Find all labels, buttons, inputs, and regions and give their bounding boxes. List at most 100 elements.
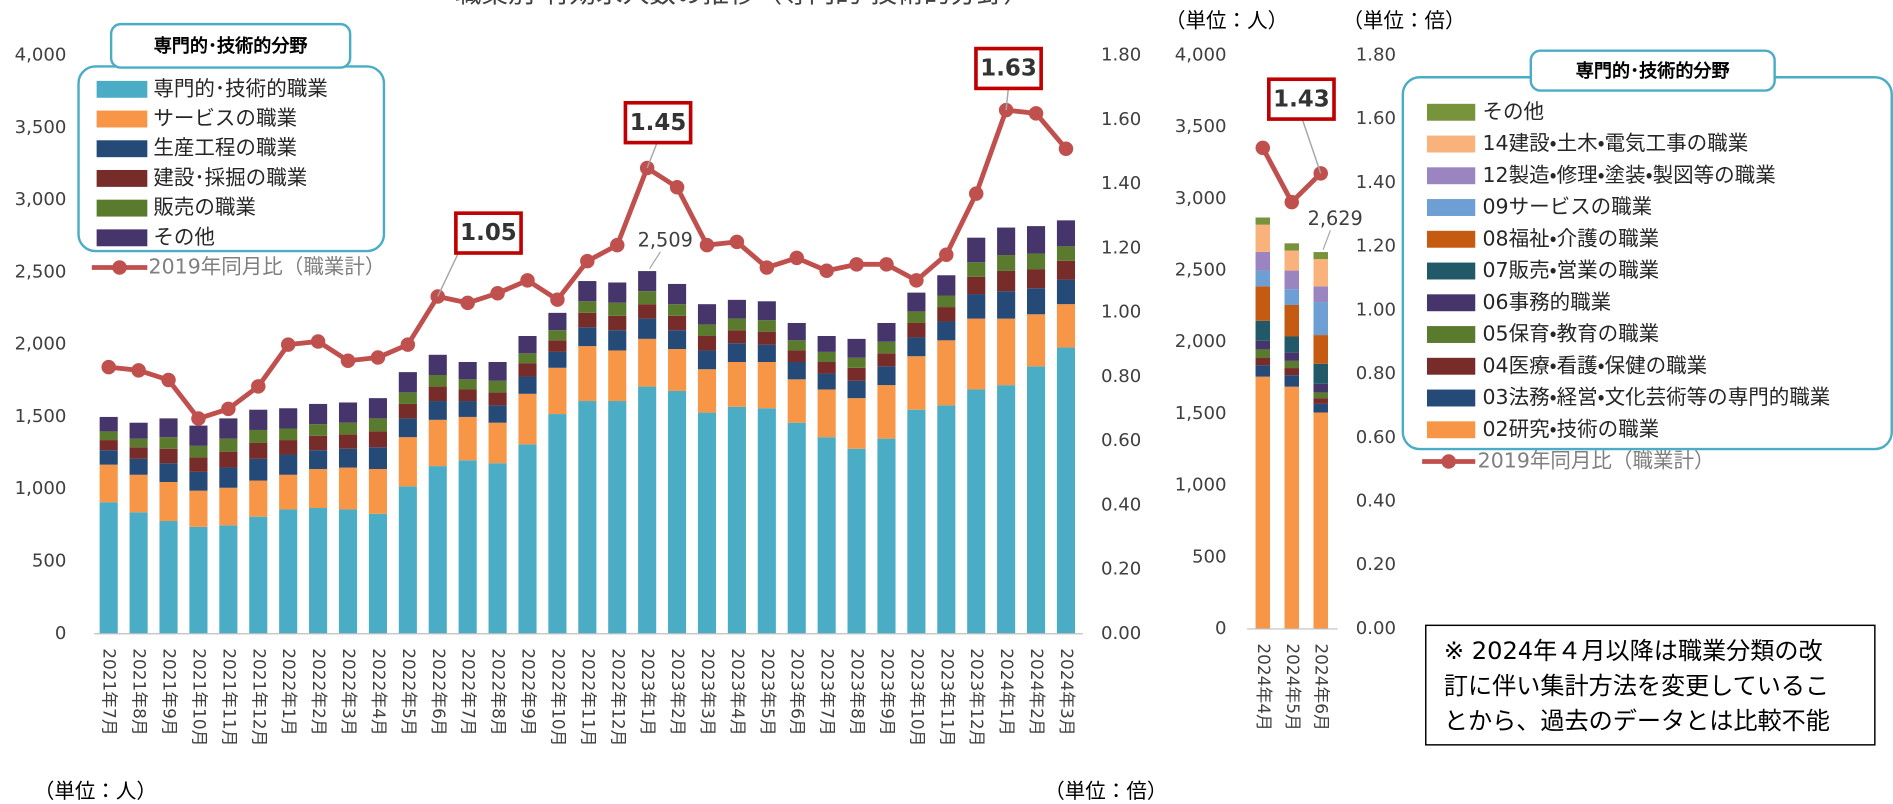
legend-swatch	[1426, 262, 1476, 280]
y2-tick-label: 0.20	[1356, 554, 1396, 575]
bar-segment	[578, 301, 597, 313]
bar-segment	[787, 322, 806, 341]
bar-segment	[548, 330, 567, 341]
bar-segment	[458, 362, 477, 380]
x-tick-label: 2021年10月	[189, 648, 209, 746]
bar-segment	[129, 447, 148, 459]
legend-swatch	[1426, 326, 1476, 343]
bar-segment	[1313, 259, 1328, 287]
bar-segment	[967, 237, 986, 263]
bar-segment	[428, 386, 447, 402]
chart-title: 職業別 有効求人数の推移（専門的・技術的分野）	[455, 0, 1030, 10]
x-tick-label: 2024年4月	[1254, 643, 1274, 731]
bar-segment	[1284, 336, 1300, 353]
bar-segment	[309, 424, 328, 436]
bar-segment	[727, 330, 746, 344]
bar-segment	[877, 385, 896, 439]
bar-segment	[847, 448, 866, 634]
bar-segment	[249, 429, 268, 443]
y-tick-label: 3,000	[1175, 188, 1227, 209]
bar-segment	[578, 346, 597, 402]
bar-segment	[847, 357, 866, 368]
bar-segment	[189, 445, 208, 458]
legend-marker	[1441, 454, 1456, 469]
x-tick-label: 2022年3月	[339, 648, 359, 736]
bar-segment	[249, 409, 268, 430]
y-tick-label: 2,500	[1175, 260, 1227, 281]
y2-tick-label: 0.80	[1101, 366, 1141, 387]
bar-segment	[787, 362, 806, 380]
legend-swatch	[96, 140, 148, 158]
line-point	[101, 359, 116, 375]
bar-segment	[458, 379, 477, 390]
y2-tick-label: 1.40	[1101, 173, 1141, 194]
bar-segment	[1026, 253, 1046, 270]
bar-segment	[428, 466, 447, 634]
bar-segment	[877, 353, 896, 367]
x-tick-label: 2023年10月	[907, 648, 927, 746]
bar-segment	[1056, 279, 1076, 305]
bar-segment	[817, 437, 836, 634]
bar-segment	[997, 270, 1016, 292]
line-point	[879, 257, 894, 272]
bar-segment	[1255, 376, 1271, 629]
x-tick-label: 2023年4月	[728, 648, 748, 736]
bar-segment	[1313, 286, 1328, 303]
bar-segment	[368, 447, 387, 469]
bar-segment	[967, 318, 986, 390]
bar-segment	[578, 281, 597, 302]
bar-segment	[668, 283, 687, 305]
callout-box	[454, 211, 523, 255]
bar-segment	[638, 271, 657, 292]
annotation-leader	[1322, 230, 1331, 250]
bar-segment	[488, 362, 507, 381]
bar-segment	[937, 307, 956, 322]
note-line: 訂に伴い集計方法を変更しているこ	[1444, 672, 1829, 700]
bar-segment	[249, 442, 268, 459]
y2-tick-label: 1.40	[1356, 172, 1396, 193]
bar-segment	[518, 444, 537, 634]
callout-leader	[1300, 116, 1322, 174]
line-point	[520, 273, 535, 288]
line-point	[759, 260, 775, 275]
bar-segment	[309, 435, 328, 451]
note-line: ※ 2024年４月以降は職業分類の改	[1444, 637, 1823, 665]
bar-segment	[877, 322, 896, 342]
bar-segment	[368, 398, 387, 419]
bar-segment	[159, 418, 178, 438]
bar-segment	[458, 401, 477, 417]
bar-segment	[398, 403, 417, 419]
bar-segment	[428, 375, 447, 387]
bar-segment	[249, 458, 268, 481]
y2-tick-label: 0.00	[1101, 623, 1141, 644]
legend-swatch	[1426, 230, 1476, 248]
bar-segment	[1255, 217, 1271, 225]
bar-segment	[338, 509, 358, 634]
bar-segment	[787, 340, 806, 351]
bar-segment	[578, 312, 597, 328]
bar-segment	[907, 311, 926, 323]
legend-label: 07販売・営業の職業	[1483, 258, 1660, 282]
line-point	[191, 411, 206, 426]
bar-segment	[488, 392, 507, 406]
callout-leader	[646, 139, 659, 169]
x-tick-label: 2023年8月	[848, 648, 868, 736]
legend-label: 06事務的職業	[1483, 290, 1612, 314]
bar-segment	[1284, 360, 1300, 369]
bar-segment	[997, 291, 1016, 319]
bar-segment	[368, 513, 387, 634]
bar-segment	[219, 525, 238, 634]
bar-segment	[907, 322, 926, 338]
bar-segment	[548, 414, 567, 634]
annotation-label: 2,509	[638, 228, 693, 251]
bar-segment	[967, 389, 986, 634]
bar-segment	[1284, 386, 1300, 629]
bar-segment	[338, 467, 358, 510]
y-tick-label: 3,500	[1175, 116, 1227, 137]
x-tick-label: 2023年7月	[818, 648, 838, 736]
legend-label: 05保育・教育の職業	[1483, 322, 1660, 346]
bar-segment	[129, 474, 148, 513]
annotation-leader	[649, 251, 661, 269]
y-tick-label: 0	[1215, 618, 1227, 639]
x-tick-label: 2023年1月	[638, 648, 658, 736]
